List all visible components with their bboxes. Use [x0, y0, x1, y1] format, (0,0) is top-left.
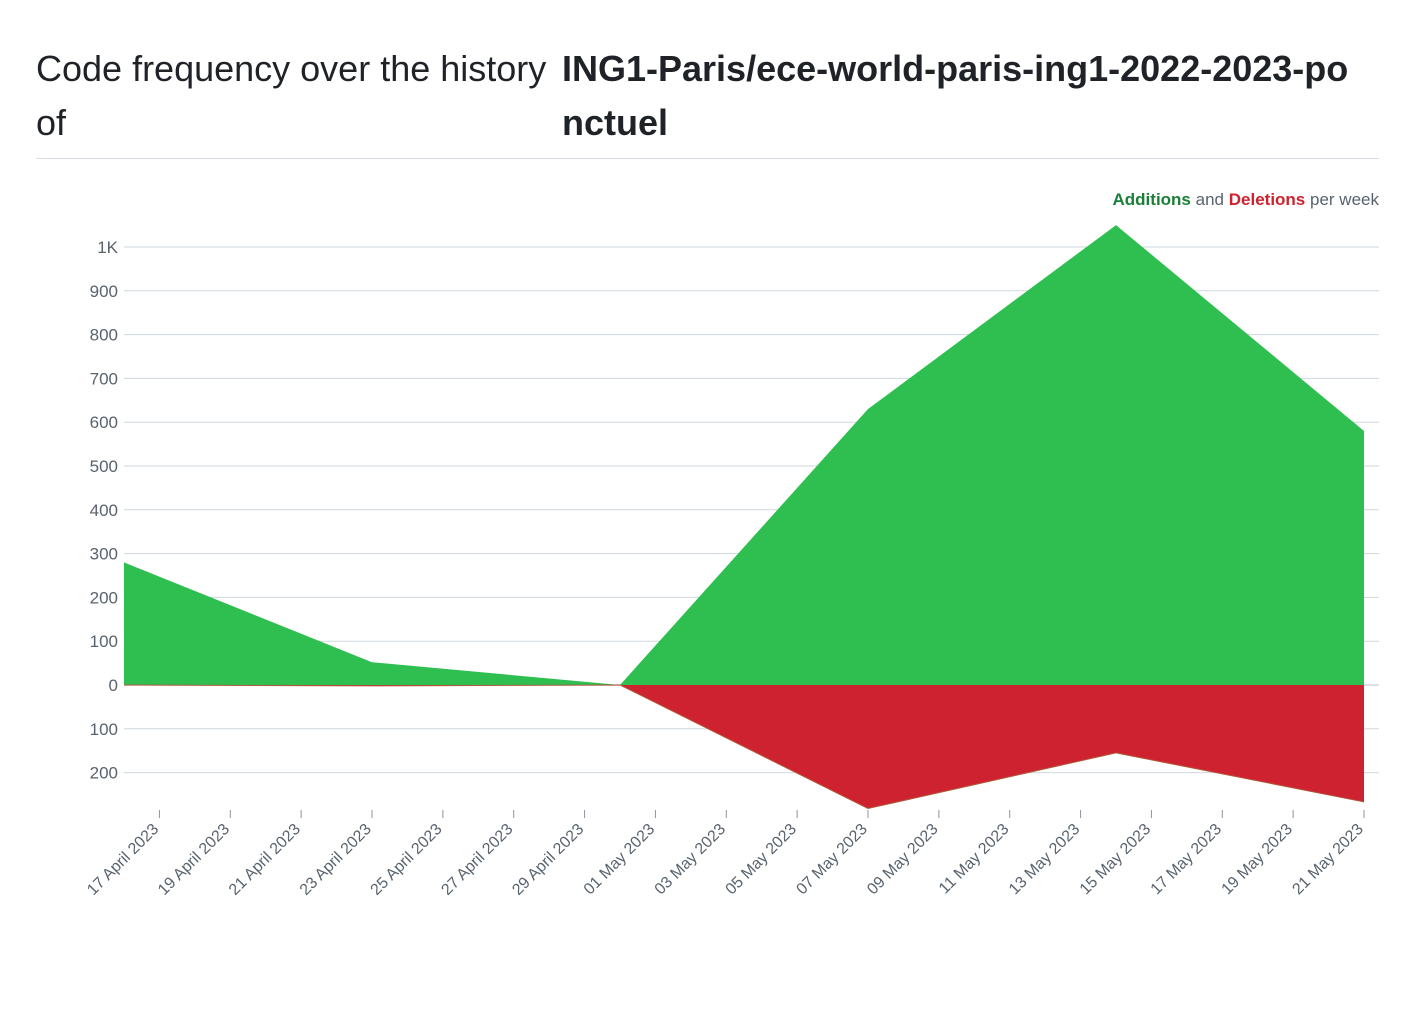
- y-tick-label: 300: [90, 545, 118, 564]
- deletions-line: [123, 684, 1365, 810]
- additions-point: [1362, 429, 1366, 433]
- x-tick-label: 17 May 2023: [1148, 821, 1226, 899]
- y-tick-label: 0: [109, 676, 118, 695]
- additions-point: [866, 407, 870, 411]
- y-tick-label: 200: [90, 588, 118, 607]
- additions-point: [370, 660, 374, 664]
- x-tick-label: 21 April 2023: [226, 821, 304, 899]
- x-tick-label: 21 May 2023: [1289, 821, 1367, 899]
- y-tick-label: 700: [90, 369, 118, 388]
- x-tick-label: 11 May 2023: [936, 821, 1013, 898]
- y-tick-label: 800: [90, 326, 118, 345]
- legend-per-week: per week: [1310, 190, 1379, 209]
- legend-and: and: [1195, 190, 1225, 209]
- y-tick-label: 600: [90, 413, 118, 432]
- x-tick-label: 13 May 2023: [1006, 821, 1084, 899]
- x-tick-label: 03 May 2023: [652, 821, 730, 899]
- chart-legend: Additions and Deletions per week: [1113, 188, 1379, 212]
- legend-deletions: Deletions: [1228, 190, 1306, 209]
- x-tick-label: 15 May 2023: [1077, 821, 1155, 899]
- page-header: Code frequency over the history of ING1-…: [36, 42, 1379, 159]
- page-title: Code frequency over the history of: [36, 48, 547, 143]
- x-tick-label: 23 April 2023: [297, 821, 375, 899]
- y-tick-label: 100: [90, 720, 118, 739]
- x-tick-label: 29 April 2023: [509, 821, 587, 899]
- y-tick-label: 200: [90, 764, 118, 783]
- x-tick-label: 19 April 2023: [155, 821, 233, 899]
- y-tick-label: 500: [90, 457, 118, 476]
- deletions-point: [1362, 800, 1366, 804]
- x-tick-label: 09 May 2023: [864, 821, 942, 899]
- deletions-point: [370, 684, 374, 688]
- x-tick-label: 27 April 2023: [438, 821, 516, 899]
- repo-name-link[interactable]: ING1-Paris/ece-world-paris-ing1-2022-202…: [562, 48, 1349, 143]
- y-tick-label: 400: [90, 501, 118, 520]
- additions-point: [122, 560, 126, 564]
- deletions-point: [122, 683, 126, 687]
- x-tick-label: 01 May 2023: [581, 821, 659, 899]
- y-tick-label: 1K: [97, 238, 118, 257]
- y-tick-label: 900: [90, 282, 118, 301]
- x-tick-label: 05 May 2023: [723, 821, 801, 899]
- deletions-point: [618, 683, 622, 687]
- legend-additions: Additions: [1112, 190, 1191, 209]
- y-tick-label: 100: [90, 632, 118, 651]
- additions-area: [124, 225, 1364, 685]
- additions-point: [1114, 223, 1118, 227]
- deletions-point: [866, 807, 870, 811]
- deletions-point: [1114, 751, 1118, 755]
- x-tick-label: 25 April 2023: [368, 821, 446, 899]
- x-tick-label: 17 April 2023: [84, 821, 162, 899]
- x-tick-label: 19 May 2023: [1219, 821, 1297, 899]
- x-tick-label: 07 May 2023: [793, 821, 871, 899]
